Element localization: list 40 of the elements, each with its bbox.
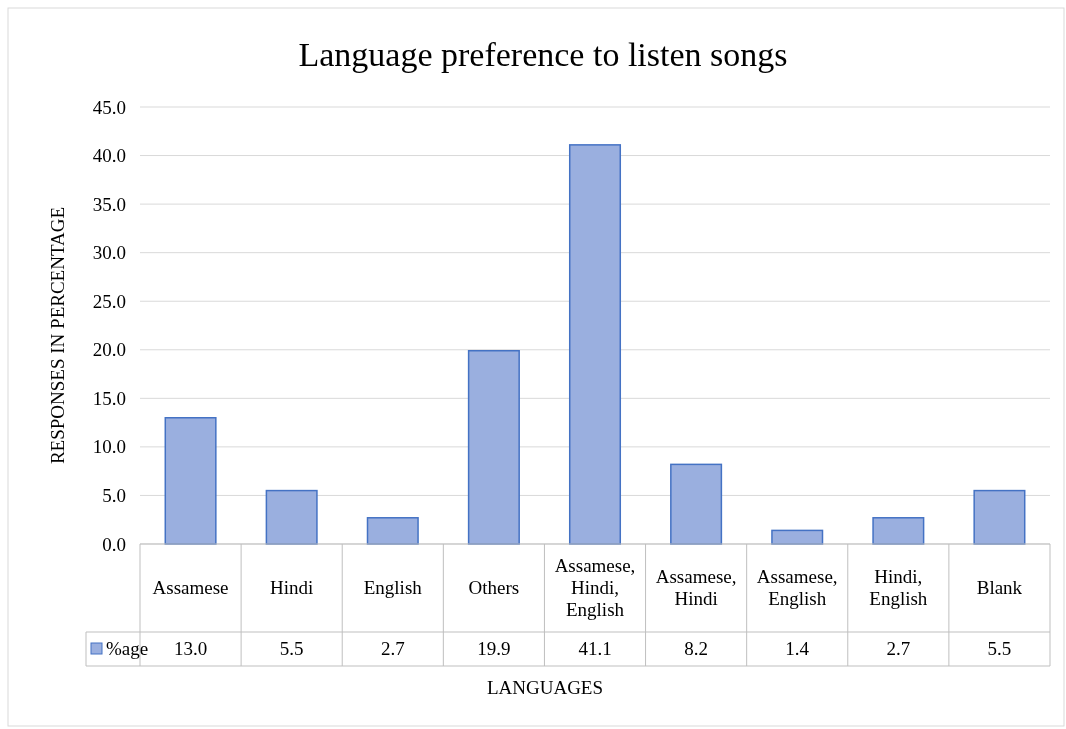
data-label: 5.5 bbox=[279, 638, 304, 659]
chart-title: Language preference to listen songs bbox=[298, 36, 788, 73]
data-label: 5.5 bbox=[987, 638, 1012, 659]
bar bbox=[265, 489, 318, 545]
y-tick-label: 35.0 bbox=[92, 193, 126, 215]
y-tick-label: 40.0 bbox=[92, 145, 126, 167]
x-tick-label: English bbox=[363, 577, 423, 598]
bar bbox=[973, 489, 1026, 545]
bar bbox=[366, 517, 419, 545]
y-tick-label: 15.0 bbox=[92, 387, 126, 409]
data-label: 19.9 bbox=[477, 638, 511, 659]
y-tick-label: 20.0 bbox=[92, 339, 126, 361]
y-tick-label: 25.0 bbox=[92, 290, 126, 312]
x-tick-label: Assamese,English bbox=[756, 566, 838, 609]
x-axis-title: LANGUAGES bbox=[486, 677, 604, 698]
x-tick-label: Hindi,English bbox=[869, 566, 928, 609]
data-label: 2.7 bbox=[886, 638, 911, 659]
x-tick-label: Blank bbox=[976, 577, 1023, 598]
x-tick-label: Others bbox=[468, 577, 520, 598]
data-label: 2.7 bbox=[380, 638, 405, 659]
bar bbox=[568, 144, 622, 545]
y-tick-label: 10.0 bbox=[92, 436, 126, 458]
x-tick-label: Assamese,Hindi bbox=[655, 566, 737, 609]
bar bbox=[467, 350, 520, 545]
y-tick-label: 30.0 bbox=[92, 242, 126, 264]
bar bbox=[872, 517, 925, 545]
legend-label: %age bbox=[106, 638, 149, 659]
y-tick-label: 45.0 bbox=[92, 96, 126, 118]
x-tick-label: Hindi bbox=[270, 577, 314, 598]
y-tick-label: 0.0 bbox=[102, 533, 126, 555]
y-axis-title: RESPONSES IN PERCENTAGE bbox=[47, 206, 68, 465]
data-label: 13.0 bbox=[173, 638, 208, 659]
x-tick-label: Assamese,Hindi,English bbox=[554, 555, 636, 620]
y-tick-label: 5.0 bbox=[102, 485, 126, 507]
x-tick-label: Assamese bbox=[152, 577, 229, 598]
data-label: 41.1 bbox=[578, 638, 612, 659]
data-label: 1.4 bbox=[785, 638, 810, 659]
bar bbox=[164, 417, 217, 545]
data-label: 8.2 bbox=[684, 638, 708, 659]
bar bbox=[670, 463, 723, 545]
